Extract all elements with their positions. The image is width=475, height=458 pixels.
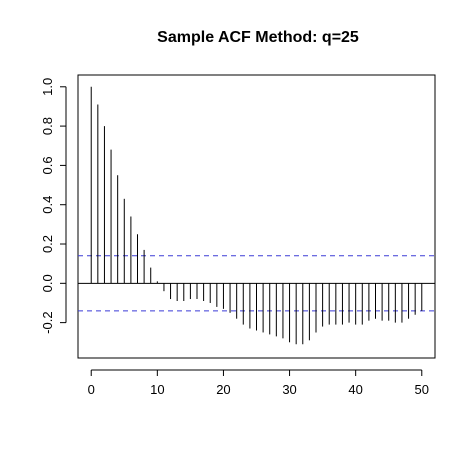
- x-axis: 0 10 20 30 40 50: [88, 369, 429, 397]
- x-tick-label: 10: [150, 382, 164, 397]
- y-tick-label: 0.2: [40, 235, 55, 253]
- x-tick-label: 30: [282, 382, 296, 397]
- chart-title: Sample ACF Method: q=25: [157, 29, 359, 46]
- acf-bars: [90, 86, 423, 345]
- y-tick-label: 0.0: [40, 274, 55, 292]
- x-tick-label: 0: [88, 382, 95, 397]
- x-tick-label: 40: [348, 382, 362, 397]
- y-tick-label: 0.6: [40, 156, 55, 174]
- y-tick-label: 0.4: [40, 196, 55, 214]
- x-tick-label: 20: [216, 382, 230, 397]
- y-tick-label: 1.0: [40, 78, 55, 96]
- y-axis: -0.2 0.0 0.2 0.4 0.6 0.8 1.0: [40, 78, 67, 334]
- y-tick-label: 0.8: [40, 117, 55, 135]
- plot-box: [77, 74, 436, 359]
- y-tick-label: -0.2: [40, 311, 55, 333]
- x-tick-label: 50: [415, 382, 429, 397]
